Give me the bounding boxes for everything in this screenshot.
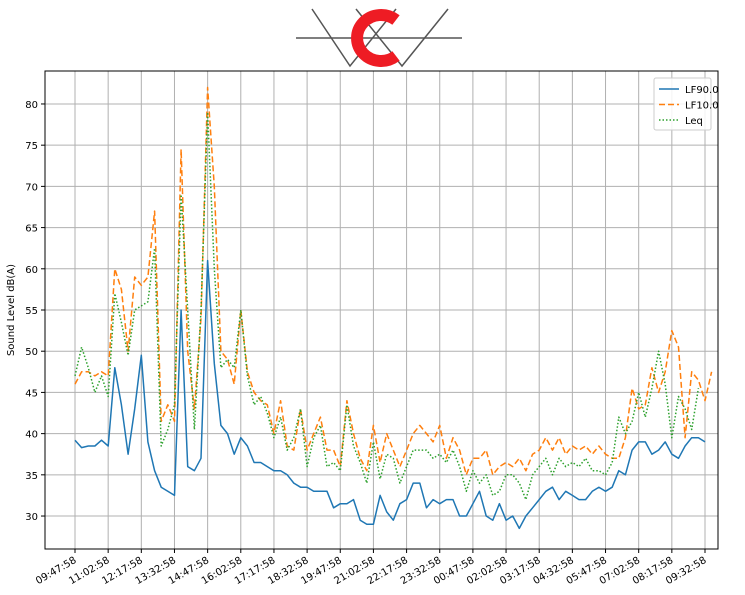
company-logo xyxy=(296,8,462,68)
y-tick-label: 65 xyxy=(25,224,38,235)
y-tick-label: 55 xyxy=(25,306,38,317)
series-line-lf90-0 xyxy=(74,259,706,530)
y-axis-label: Sound Level dB(A) xyxy=(6,264,17,356)
y-tick-label: 70 xyxy=(25,182,38,193)
y-tick-label: 30 xyxy=(25,512,38,523)
y-tick-label: 80 xyxy=(25,100,38,111)
y-tick-label: 50 xyxy=(25,347,38,358)
legend: LF90.0 LF10.0 Leq xyxy=(653,77,719,131)
series-line-lf10-0 xyxy=(74,86,713,476)
series-line-leq xyxy=(74,111,700,501)
y-tick-label: 40 xyxy=(25,430,38,441)
y-tick-label: 75 xyxy=(25,141,38,152)
legend-box xyxy=(653,77,712,131)
plot-series xyxy=(74,86,713,530)
legend-label: LF90.0 xyxy=(685,85,719,96)
legend-label: LF10.0 xyxy=(685,101,719,112)
y-tick-label: 45 xyxy=(25,388,38,399)
y-tick-label: 60 xyxy=(25,265,38,276)
grid xyxy=(45,71,718,549)
legend-label: Leq xyxy=(685,116,703,127)
y-tick-label: 35 xyxy=(25,471,38,482)
